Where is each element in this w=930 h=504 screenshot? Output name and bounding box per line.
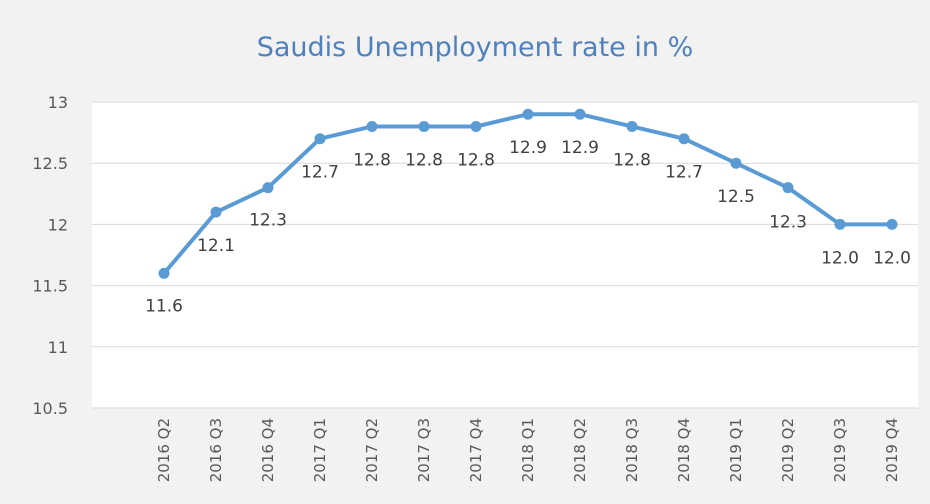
y-tick-label: 11	[48, 338, 68, 357]
x-tick-label: 2016 Q2	[155, 418, 173, 482]
x-tick-label: 2019 Q1	[727, 418, 745, 482]
x-tick-label: 2016 Q4	[259, 418, 277, 482]
y-tick-label: 12	[48, 215, 68, 234]
data-point	[158, 267, 170, 279]
data-label: 12.0	[821, 248, 859, 268]
data-point	[366, 120, 378, 132]
data-point	[886, 218, 898, 230]
data-point	[782, 182, 794, 194]
data-label: 12.3	[249, 211, 287, 231]
data-label: 12.8	[613, 150, 651, 170]
plot-background	[92, 102, 918, 408]
x-tick-label: 2019 Q4	[883, 418, 901, 482]
x-tick-label: 2018 Q1	[519, 418, 537, 482]
x-tick-label: 2016 Q3	[207, 418, 225, 482]
y-tick-label: 13	[48, 93, 68, 112]
x-tick-label: 2019 Q3	[831, 418, 849, 482]
x-tick-label: 2018 Q2	[571, 418, 589, 482]
data-label: 12.7	[665, 163, 703, 183]
x-tick-label: 2018 Q4	[675, 418, 693, 482]
x-tick-label: 2017 Q1	[311, 418, 329, 482]
data-point	[522, 108, 534, 120]
data-point	[574, 108, 586, 120]
data-label: 12.8	[457, 150, 495, 170]
x-tick-label: 2017 Q3	[415, 418, 433, 482]
data-point	[210, 206, 222, 218]
y-tick-label: 10.5	[32, 399, 68, 418]
data-point	[626, 120, 638, 132]
data-label: 12.7	[301, 163, 339, 183]
data-label: 12.8	[353, 150, 391, 170]
data-label: 12.0	[873, 248, 911, 268]
x-tick-label: 2018 Q3	[623, 418, 641, 482]
chart-title: Saudis Unemployment rate in %	[256, 32, 694, 63]
data-point	[314, 133, 326, 145]
data-point	[730, 157, 742, 169]
x-tick-label: 2017 Q4	[467, 418, 485, 482]
data-label: 12.8	[405, 150, 443, 170]
y-tick-label: 11.5	[32, 277, 68, 296]
data-label: 12.5	[717, 187, 755, 207]
data-label: 12.3	[769, 213, 807, 233]
data-point	[262, 182, 274, 194]
data-label: 12.1	[197, 236, 235, 256]
data-label: 11.6	[145, 296, 183, 316]
data-label: 12.9	[509, 138, 547, 158]
y-tick-label: 12.5	[32, 154, 68, 173]
data-point	[418, 120, 430, 132]
data-label: 12.9	[561, 138, 599, 158]
x-tick-label: 2017 Q2	[363, 418, 381, 482]
data-point	[470, 120, 482, 132]
data-point	[834, 218, 846, 230]
data-point	[678, 133, 690, 145]
x-tick-label: 2019 Q2	[779, 418, 797, 482]
